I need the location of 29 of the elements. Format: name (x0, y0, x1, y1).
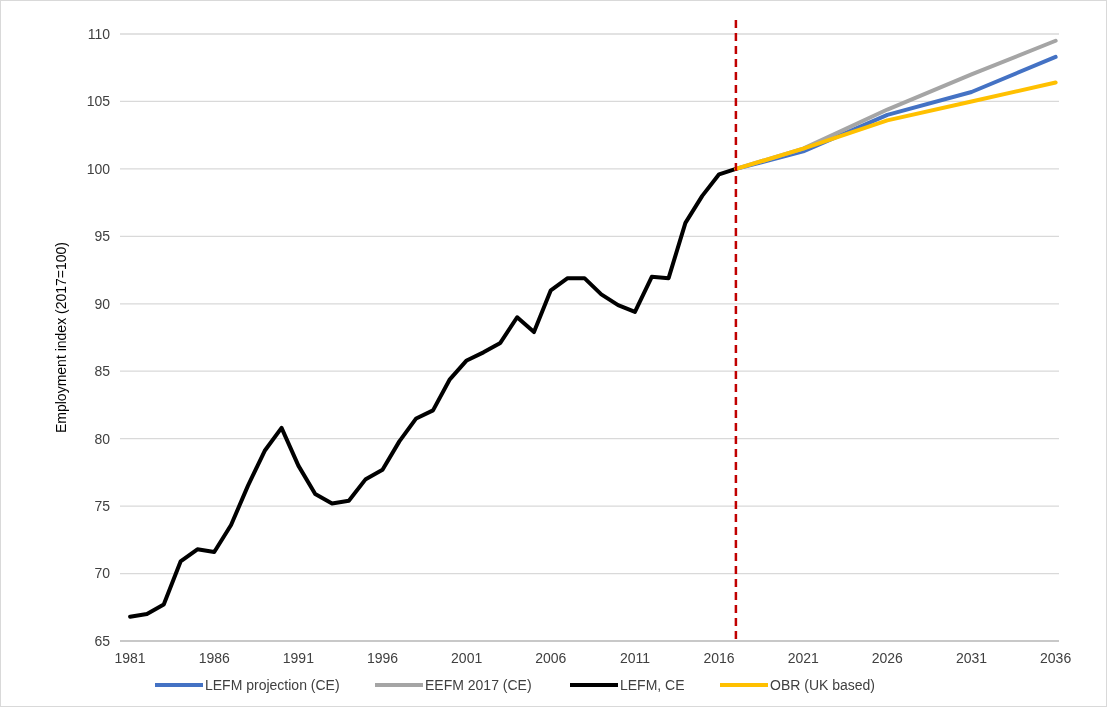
line-series (128, 166, 738, 619)
y-tick-label: 110 (87, 25, 111, 42)
legend-label: OBR (UK based) (770, 676, 876, 693)
y-axis-title: Employment index (2017=100) (53, 241, 69, 434)
legend-label: LEFM, CE (620, 676, 685, 693)
legend-label: EEFM 2017 (CE) (425, 676, 532, 693)
y-tick-label: 75 (94, 498, 111, 515)
x-tick-label: 2021 (787, 650, 819, 666)
x-tick-label: 2036 (1040, 650, 1072, 666)
x-tick-label: 2011 (619, 650, 651, 666)
x-tick-label: 2016 (703, 650, 735, 666)
x-tick-label: 1991 (282, 650, 315, 666)
line-series (733, 80, 1058, 171)
y-tick-label: 95 (94, 228, 111, 245)
x-tick-label: 1981 (114, 650, 146, 666)
y-tick-label: 80 (94, 430, 111, 447)
x-tick-label: 2026 (871, 650, 904, 666)
x-tick-label: 1986 (198, 650, 231, 666)
y-tick-label: 65 (94, 632, 111, 649)
y-tick-label: 90 (94, 295, 111, 312)
x-tick-label: 2031 (955, 650, 988, 666)
y-tick-label: 105 (86, 93, 111, 110)
legend-label: LEFM projection (CE) (205, 676, 340, 693)
y-tick-label: 85 (94, 363, 111, 380)
x-tick-label: 2006 (535, 650, 567, 666)
y-tick-label: 100 (86, 160, 111, 177)
x-tick-label: 2001 (451, 650, 483, 666)
x-tick-label: 1996 (366, 650, 399, 666)
y-tick-label: 70 (94, 565, 111, 582)
